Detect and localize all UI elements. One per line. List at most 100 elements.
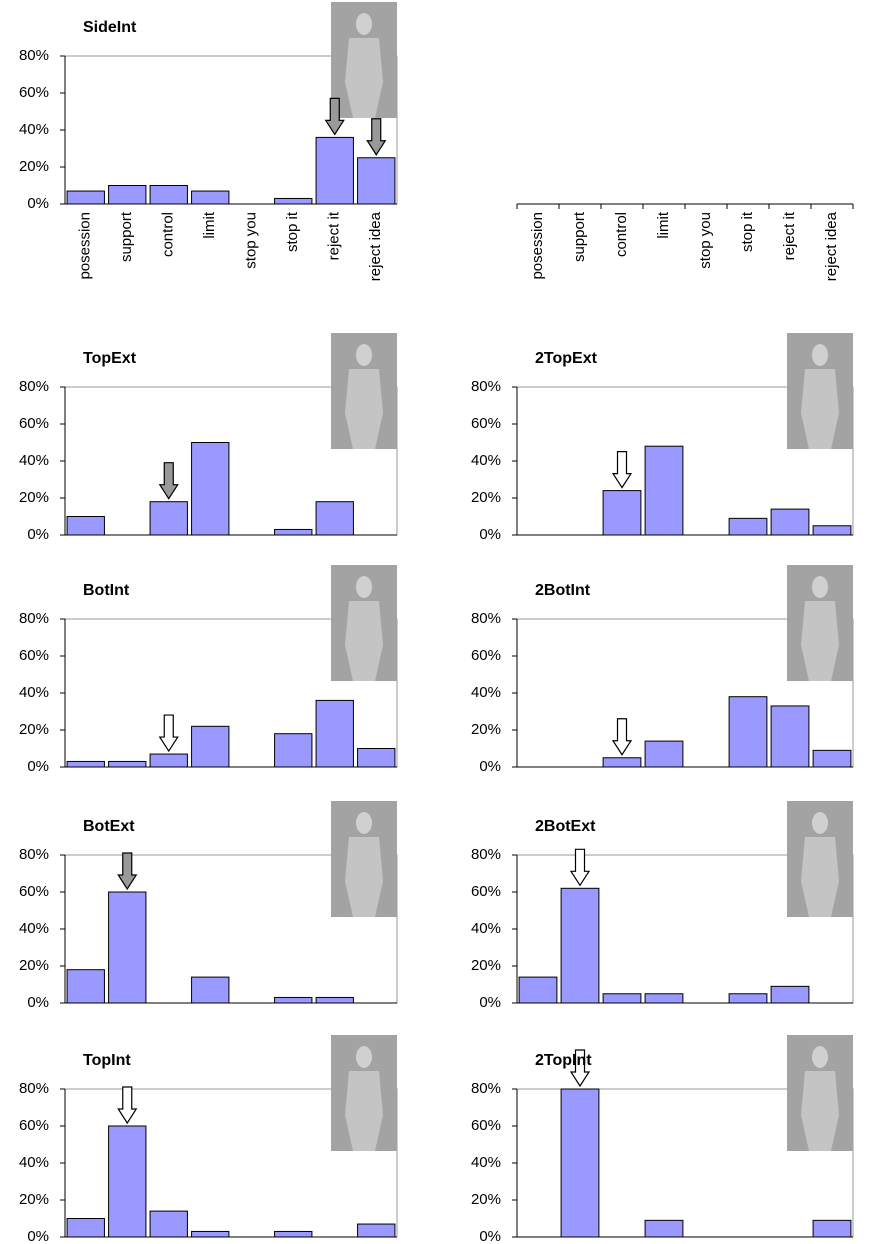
- y-tick-label: 0%: [27, 758, 49, 775]
- y-tick-label: 40%: [19, 452, 49, 469]
- bar: [149, 753, 188, 768]
- bar: [274, 1230, 313, 1238]
- bar: [357, 1223, 396, 1238]
- y-tick-label: 40%: [471, 684, 501, 701]
- bar: [149, 501, 188, 536]
- figure-body: [345, 369, 383, 449]
- bar: [66, 969, 105, 1004]
- bar: [770, 985, 810, 1004]
- y-tick-label: 0%: [479, 1228, 501, 1244]
- bar: [812, 525, 852, 536]
- figure-body: [801, 837, 839, 917]
- y-tick-label: 40%: [471, 920, 501, 937]
- bar: [770, 705, 810, 768]
- arrow-annotation: [366, 118, 387, 156]
- chart-title: 2BotInt: [535, 582, 591, 599]
- arrow-annotation: [611, 451, 633, 489]
- y-tick-label: 80%: [471, 610, 501, 627]
- y-tick-label: 0%: [27, 526, 49, 543]
- y-tick-label: 40%: [19, 684, 49, 701]
- chart-title: TopExt: [83, 350, 137, 367]
- y-tick-label: 60%: [471, 415, 501, 432]
- bar: [728, 696, 768, 768]
- figure-body: [801, 369, 839, 449]
- y-tick-label: 0%: [479, 526, 501, 543]
- y-tick-label: 0%: [479, 994, 501, 1011]
- figure-body: [801, 601, 839, 681]
- x-tick-label: reject idea: [823, 211, 840, 281]
- y-tick-label: 40%: [471, 1154, 501, 1171]
- arrow-annotation: [117, 1086, 138, 1125]
- bar: [274, 528, 313, 536]
- figure-head: [356, 812, 372, 834]
- y-tick-label: 80%: [19, 846, 49, 863]
- bar: [644, 740, 684, 768]
- y-tick-label: 0%: [27, 1228, 49, 1244]
- x-tick-label: posession: [77, 212, 94, 280]
- bar: [518, 976, 558, 1004]
- figure-body: [345, 601, 383, 681]
- bar: [315, 996, 354, 1004]
- bar: [66, 760, 105, 768]
- x-tick-label: support: [571, 211, 588, 262]
- y-tick-label: 60%: [471, 647, 501, 664]
- arrow-annotation: [569, 1049, 591, 1088]
- bar: [315, 501, 354, 536]
- bar: [66, 516, 105, 536]
- y-tick-label: 60%: [19, 883, 49, 900]
- arrow-annotation: [158, 714, 179, 753]
- figure-body: [345, 837, 383, 917]
- bar: [108, 891, 147, 1004]
- bar: [274, 733, 313, 768]
- y-tick-label: 20%: [19, 957, 49, 974]
- chart-title: 2BotExt: [535, 818, 596, 835]
- arrow-annotation: [611, 718, 633, 756]
- bar: [770, 508, 810, 536]
- y-tick-label: 60%: [19, 415, 49, 432]
- x-tick-label: reject it: [326, 211, 343, 260]
- x-tick-label: reject it: [781, 211, 798, 260]
- y-tick-label: 80%: [19, 1080, 49, 1097]
- y-tick-label: 0%: [27, 994, 49, 1011]
- bar: [149, 1210, 188, 1238]
- y-tick-label: 20%: [19, 489, 49, 506]
- arrow-annotation: [569, 848, 591, 887]
- bar: [191, 1230, 230, 1238]
- y-tick-label: 60%: [19, 647, 49, 664]
- figure-head: [356, 576, 372, 598]
- y-tick-label: 20%: [19, 158, 49, 175]
- bar: [274, 996, 313, 1004]
- bar: [191, 976, 230, 1004]
- bar: [191, 725, 230, 768]
- y-tick-label: 20%: [471, 957, 501, 974]
- y-tick-label: 20%: [471, 1191, 501, 1208]
- bar: [108, 185, 147, 205]
- bar: [728, 517, 768, 536]
- figure-body: [345, 1071, 383, 1151]
- figure-head: [812, 576, 828, 598]
- y-tick-label: 40%: [19, 1154, 49, 1171]
- y-tick-label: 80%: [19, 610, 49, 627]
- y-tick-label: 0%: [479, 758, 501, 775]
- bar: [602, 757, 642, 768]
- y-tick-label: 80%: [19, 378, 49, 395]
- figure-head: [356, 344, 372, 366]
- y-tick-label: 60%: [471, 883, 501, 900]
- bar: [812, 1219, 852, 1238]
- bar: [644, 1219, 684, 1238]
- chart-title: 2TopInt: [535, 1052, 592, 1069]
- y-tick-label: 0%: [27, 195, 49, 212]
- bar: [357, 157, 396, 205]
- y-tick-label: 80%: [19, 47, 49, 64]
- x-tick-label: control: [160, 212, 177, 257]
- x-tick-label: limit: [655, 211, 672, 238]
- figure-head: [356, 1046, 372, 1068]
- bar: [602, 490, 642, 536]
- x-tick-label: stop it: [284, 211, 301, 252]
- x-tick-label: stop it: [739, 211, 756, 252]
- bar: [644, 445, 684, 536]
- bar: [274, 197, 313, 205]
- y-tick-label: 40%: [19, 121, 49, 138]
- y-tick-label: 60%: [471, 1117, 501, 1134]
